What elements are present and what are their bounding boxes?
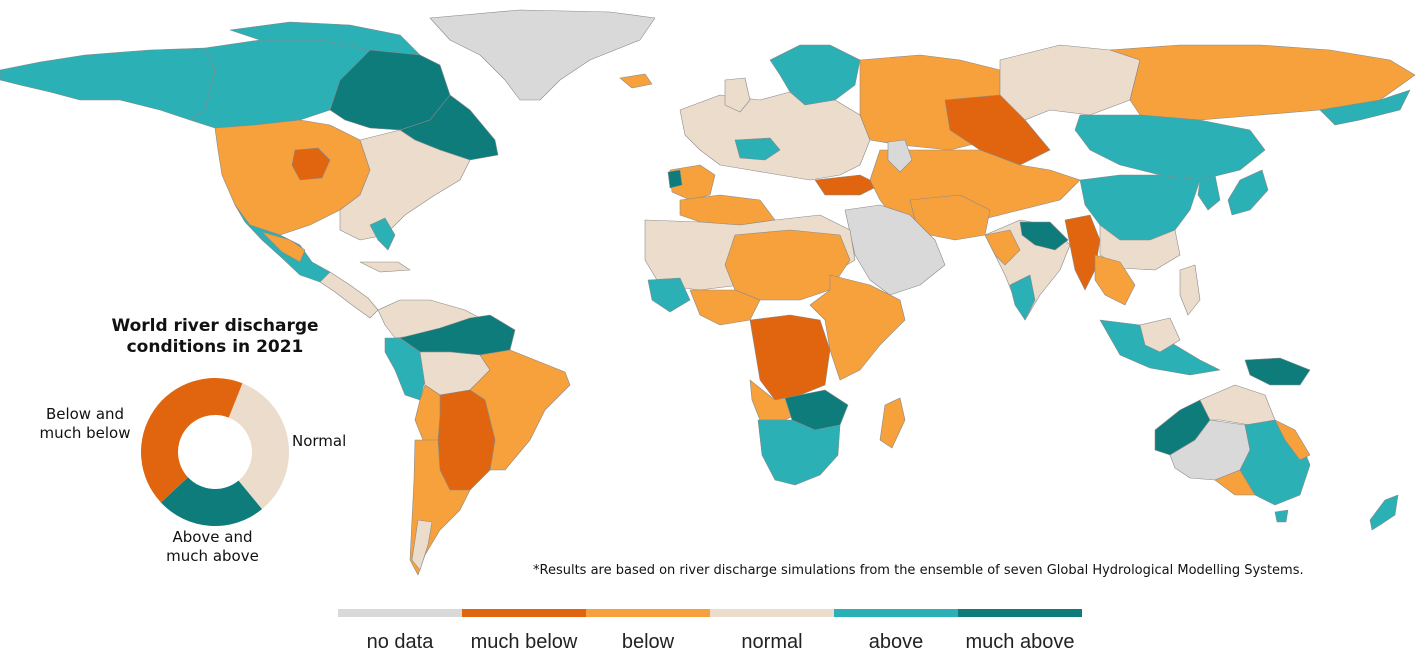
legend-item-normal: normal bbox=[710, 609, 834, 659]
chart-title-line-1: World river discharge bbox=[111, 316, 319, 336]
map-region-siberia-central bbox=[999, 44, 1141, 121]
map-region-mongolia-north-china bbox=[1074, 114, 1266, 181]
map-region-europe bbox=[679, 91, 871, 181]
map-region-caribbean bbox=[359, 261, 411, 273]
map-region-korea bbox=[1197, 174, 1221, 211]
donut-label-above-line-2: much above bbox=[166, 547, 259, 565]
map-region-patagonia bbox=[411, 519, 433, 571]
legend-swatch-much-above bbox=[958, 609, 1082, 617]
map-region-iran bbox=[909, 194, 991, 241]
legend-swatch-below bbox=[586, 609, 710, 617]
donut-label-normal: Normal bbox=[292, 432, 346, 451]
donut-label-below: Below and much below bbox=[30, 405, 140, 443]
map-region-ganges bbox=[1019, 221, 1069, 251]
map-region-eastern-usa bbox=[339, 129, 471, 241]
map-region-india-northwest bbox=[984, 229, 1021, 266]
map-region-scandinavia bbox=[769, 44, 861, 106]
map-region-madagascar bbox=[879, 397, 906, 449]
map-region-greenland bbox=[429, 9, 656, 101]
map-region-parana-basin bbox=[437, 389, 496, 491]
map-region-west-africa bbox=[647, 277, 691, 313]
legend-swatch-no-data bbox=[338, 609, 462, 617]
map-region-iberia-northwest bbox=[667, 169, 683, 189]
map-region-alaska-yukon bbox=[0, 47, 216, 121]
map-region-central-america bbox=[319, 271, 379, 319]
legend-label-no-data: no data bbox=[366, 631, 434, 653]
map-region-east-africa bbox=[809, 274, 906, 381]
map-region-bolivia bbox=[414, 384, 441, 446]
map-region-caspian bbox=[887, 139, 913, 173]
map-region-northern-plains bbox=[291, 147, 331, 181]
legend-swatch-normal bbox=[710, 609, 834, 617]
map-region-india-south bbox=[1009, 274, 1036, 321]
legend-label-much-below: much below bbox=[470, 631, 578, 653]
chart-title: World river discharge conditions in 2021 bbox=[80, 316, 350, 358]
map-region-japan bbox=[1227, 169, 1269, 216]
map-region-borneo bbox=[1139, 317, 1181, 353]
donut-label-above-line-1: Above and bbox=[172, 528, 253, 546]
map-region-iberia bbox=[669, 164, 716, 201]
map-region-turkey bbox=[814, 174, 881, 196]
donut-segment-below bbox=[141, 378, 243, 503]
donut-label-above: Above and much above bbox=[150, 528, 275, 566]
legend-label-below: below bbox=[621, 631, 675, 653]
map-region-southern-africa bbox=[757, 419, 841, 486]
donut-label-below-line-2: much below bbox=[39, 424, 131, 442]
donut-label-below-line-1: Below and bbox=[45, 405, 125, 423]
donut-chart bbox=[141, 378, 289, 526]
map-region-mexico-central bbox=[261, 231, 306, 263]
legend-swatch-above bbox=[834, 609, 958, 617]
map-region-north-africa-west bbox=[679, 194, 776, 226]
map-region-southeast-usa bbox=[369, 217, 396, 251]
map-region-congo-basin bbox=[749, 314, 831, 401]
map-region-iceland bbox=[619, 73, 653, 89]
map-region-china-east bbox=[1079, 174, 1201, 241]
chart-title-line-2: conditions in 2021 bbox=[126, 337, 304, 357]
map-region-new-zealand bbox=[1369, 494, 1399, 531]
map-region-arabia bbox=[844, 204, 946, 296]
map-region-sahel-north-africa bbox=[724, 229, 851, 301]
legend-item-much-below: much below bbox=[462, 609, 586, 659]
legend-swatch-much-below bbox=[462, 609, 586, 617]
map-region-australia-east-coast bbox=[1274, 419, 1311, 461]
map-region-far-east-coast bbox=[1319, 89, 1411, 126]
map-region-tasmania bbox=[1274, 509, 1289, 523]
legend-item-much-above: much above bbox=[958, 609, 1082, 659]
map-region-australia-north bbox=[1199, 384, 1276, 426]
legend-item-below: below bbox=[586, 609, 710, 659]
legend-label-normal: normal bbox=[741, 631, 803, 653]
legend-item-no-data: no data bbox=[338, 609, 462, 659]
map-region-philippines bbox=[1179, 264, 1201, 316]
legend-label-above: above bbox=[868, 631, 924, 653]
donut-label-normal-line-1: Normal bbox=[292, 432, 347, 450]
map-region-indochina bbox=[1094, 254, 1136, 306]
legend: no data much below below normal above mu… bbox=[338, 609, 1082, 659]
map-region-new-guinea bbox=[1244, 357, 1311, 386]
legend-label-much-above: much above bbox=[965, 631, 1075, 653]
map-region-southeast-asia bbox=[1064, 214, 1101, 291]
donut-segment-normal bbox=[228, 383, 289, 510]
map-region-australia-south bbox=[1214, 469, 1256, 496]
donut-segment-above bbox=[160, 477, 262, 526]
legend-item-above: above bbox=[834, 609, 958, 659]
map-region-alps bbox=[734, 137, 781, 161]
footnote: *Results are based on river discharge si… bbox=[533, 563, 1304, 578]
world-map bbox=[0, 9, 1416, 576]
map-region-british-isles bbox=[724, 77, 751, 113]
